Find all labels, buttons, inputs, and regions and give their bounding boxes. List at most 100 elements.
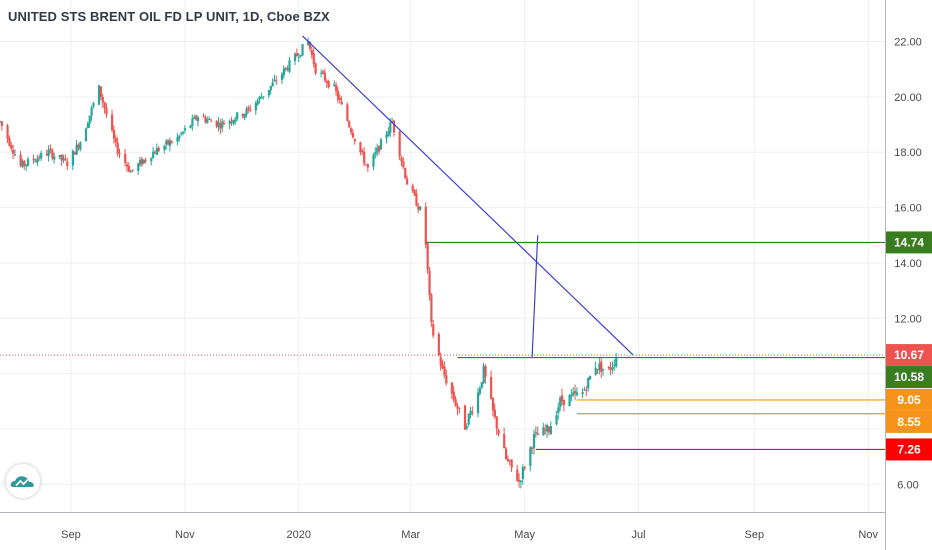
candle-body [193,117,196,119]
candle-body [519,480,523,482]
candle-body [419,206,422,210]
trendline [302,35,634,356]
candle-body [476,392,480,414]
candle-body [282,68,285,76]
candle-body [376,147,379,153]
candle-body [491,397,495,411]
candle-body [152,151,155,159]
candle-body [208,119,211,121]
candle-body [260,96,263,99]
candle-body [497,430,500,435]
candle-body [49,148,52,151]
candle-body [454,399,457,406]
last-price-label: 10.67 [894,348,924,362]
candle-body [562,399,566,405]
candle-body [144,159,147,161]
candle-body [75,144,78,155]
candle-body [411,185,414,191]
candle-body [439,357,442,366]
candle-body [180,133,183,135]
candle-body [598,363,601,371]
candle-body [534,432,538,434]
candle-body [163,145,166,151]
projection-line [531,235,539,358]
candle-body [60,154,63,161]
candle-body [359,142,362,153]
candle-body [428,270,431,296]
tradingview-logo[interactable] [6,464,40,498]
x-tick-label: Nov [175,529,195,541]
candle-body [587,377,590,389]
candle-body [372,154,375,167]
candle-body [615,358,618,367]
candle-body [437,333,440,356]
candle-body [432,324,435,336]
candle-body [532,433,536,449]
tradingview-cloud-icon [10,476,34,487]
candle-body [379,139,383,150]
candle-body [426,243,429,270]
candle-body [581,392,584,395]
candle-body [415,193,418,206]
candle-body [299,54,302,57]
candle-body [450,382,454,394]
candle-body [275,80,278,82]
candle-body [129,171,132,173]
candle-body [506,459,510,461]
x-tick-label: Jul [632,529,646,541]
candle-body [521,466,524,479]
candle-body [340,101,343,105]
level-label: 9.05 [897,393,921,407]
candle-body [333,84,336,86]
candle-body [66,161,69,167]
candle-body [165,140,168,145]
candle-body [176,137,179,142]
candle-body [90,107,93,116]
candle-body [219,123,222,129]
candle-body [568,395,571,407]
y-tick-label: 18.00 [894,147,922,159]
y-tick-label: 22.00 [894,37,922,49]
candle-body [549,426,552,435]
candle-body [467,413,470,425]
candle-body [131,169,134,171]
candle-body [40,153,43,159]
level-label-bg [886,366,932,389]
level-label: 8.55 [897,415,921,429]
candle-body [327,81,330,87]
candle-body [452,391,455,400]
candle-body [335,84,338,92]
candle-body [613,364,616,366]
y-tick-label: 12.00 [894,313,922,325]
candle-body [544,429,547,431]
level-label: 10.58 [894,370,924,384]
chart-grid [0,0,885,512]
x-tick-label: May [514,529,535,541]
candle-body [53,156,56,160]
candle-body [482,365,485,384]
candle-body [301,44,304,56]
candle-body [247,107,250,110]
candle-body [516,469,519,482]
candle-body [458,407,461,409]
candle-body [570,394,573,397]
chart-drawings[interactable] [0,35,885,451]
candle-body [424,206,427,245]
candle-body [181,131,185,134]
candle-body [64,159,67,161]
candle-body [84,128,88,142]
candle-body [307,40,310,46]
y-tick-label: 16.00 [894,203,922,215]
candle-body [312,53,315,64]
candle-body [167,139,170,145]
candle-body [101,96,104,103]
candle-body [105,108,108,115]
candle-body [600,361,603,372]
candle-body [378,145,381,152]
candle-body [510,459,513,468]
candle-body [215,120,218,127]
candle-body [191,118,194,126]
candle-body [111,114,114,130]
candle-body [607,366,610,369]
